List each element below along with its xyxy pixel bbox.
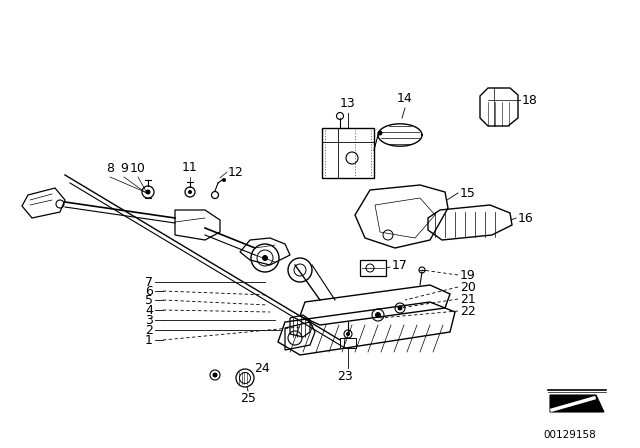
Text: 00129158: 00129158 xyxy=(543,430,596,440)
Text: 22: 22 xyxy=(460,305,476,318)
Text: 8: 8 xyxy=(106,162,114,175)
Text: 17: 17 xyxy=(392,258,408,271)
Text: 3: 3 xyxy=(145,314,153,327)
Text: 20: 20 xyxy=(460,280,476,293)
Circle shape xyxy=(145,190,150,194)
Text: 25: 25 xyxy=(240,392,256,405)
Text: 12: 12 xyxy=(228,165,244,178)
Circle shape xyxy=(346,332,350,336)
Text: 15: 15 xyxy=(460,186,476,199)
Bar xyxy=(322,128,374,178)
Text: 23: 23 xyxy=(337,370,353,383)
Text: 10: 10 xyxy=(130,162,146,175)
Text: 19: 19 xyxy=(460,268,476,281)
Text: 9: 9 xyxy=(120,162,128,175)
Bar xyxy=(340,338,356,348)
Circle shape xyxy=(378,130,383,135)
Circle shape xyxy=(212,372,218,378)
Text: 13: 13 xyxy=(340,97,356,110)
Circle shape xyxy=(375,312,381,318)
Circle shape xyxy=(397,306,403,310)
Bar xyxy=(360,260,386,276)
Text: 2: 2 xyxy=(145,323,153,336)
Text: 21: 21 xyxy=(460,293,476,306)
Text: 4: 4 xyxy=(145,303,153,316)
Text: 7: 7 xyxy=(145,276,153,289)
Circle shape xyxy=(262,255,268,261)
Text: 16: 16 xyxy=(518,211,534,224)
Circle shape xyxy=(222,178,226,182)
Text: 11: 11 xyxy=(182,161,198,174)
Polygon shape xyxy=(550,395,604,412)
Circle shape xyxy=(188,190,192,194)
Text: 1: 1 xyxy=(145,333,153,346)
Text: 5: 5 xyxy=(145,293,153,306)
Text: 6: 6 xyxy=(145,284,153,297)
Text: 24: 24 xyxy=(254,362,270,375)
Text: 18: 18 xyxy=(522,94,538,107)
Text: 14: 14 xyxy=(397,92,413,105)
